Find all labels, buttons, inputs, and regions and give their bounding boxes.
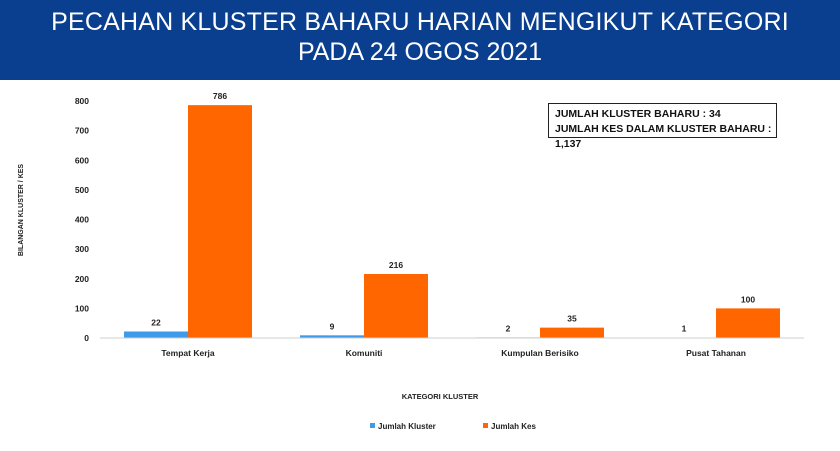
legend: Jumlah Kluster Jumlah Kes: [370, 422, 536, 431]
header-banner: PECAHAN KLUSTER BAHARU HARIAN MENGIKUT K…: [0, 0, 840, 80]
bar-kluster: [124, 331, 188, 338]
bar-kluster: [300, 335, 364, 338]
bar-kes: [364, 274, 428, 338]
y-tick-label: 100: [75, 303, 89, 313]
data-label: 22: [151, 317, 161, 327]
y-tick-label: 500: [75, 185, 89, 195]
data-label: 786: [213, 91, 227, 101]
x-tick-label: Pusat Tahanan: [686, 348, 746, 358]
data-label: 100: [741, 294, 755, 304]
summary-total-cases: JUMLAH KES DALAM KLUSTER BAHARU : 1,137: [555, 123, 772, 150]
y-tick-label: 800: [75, 96, 89, 106]
y-tick-label: 300: [75, 244, 89, 254]
data-label: 216: [389, 260, 403, 270]
legend-swatch: [483, 423, 488, 428]
y-tick-label: 600: [75, 155, 89, 165]
summary-box: JUMLAH KLUSTER BAHARU : 34 JUMLAH KES DA…: [548, 103, 777, 150]
y-tick-label: 700: [75, 126, 89, 136]
bars: 22 786 9 216 2 35 1 100: [124, 91, 780, 339]
legend-swatch: [370, 423, 375, 428]
x-tick-label: Kumpulan Berisiko: [501, 348, 578, 358]
bar-kes: [716, 308, 780, 338]
x-axis-label: KATEGORI KLUSTER: [402, 392, 479, 401]
y-axis-label: BILANGAN KLUSTER / KES: [18, 164, 25, 257]
y-tick-label: 0: [84, 333, 89, 343]
x-tick-label: Komuniti: [346, 348, 383, 358]
summary-total-clusters: JUMLAH KLUSTER BAHARU : 34: [555, 108, 721, 120]
data-label: 1: [682, 324, 687, 334]
x-axis: Tempat Kerja Komuniti Kumpulan Berisiko Pus…: [100, 337, 804, 358]
legend-label: Jumlah Kes: [491, 422, 536, 431]
chart-title-line1: PECAHAN KLUSTER BAHARU HARIAN MENGIKUT K…: [51, 8, 789, 36]
legend-label: Jumlah Kluster: [378, 422, 436, 431]
x-tick-label: Tempat Kerja: [161, 348, 214, 358]
data-label: 9: [330, 321, 335, 331]
chart-title-line2: PADA 24 OGOS 2021: [297, 38, 543, 66]
y-tick-label: 400: [75, 215, 89, 225]
data-label: 2: [506, 323, 511, 333]
bar-kes: [540, 327, 604, 338]
y-tick-label: 200: [75, 274, 89, 284]
y-axis: 0 100 200 300 400 500 600 700 800: [75, 96, 89, 343]
bar-kes: [188, 105, 252, 339]
data-label: 35: [567, 314, 577, 324]
